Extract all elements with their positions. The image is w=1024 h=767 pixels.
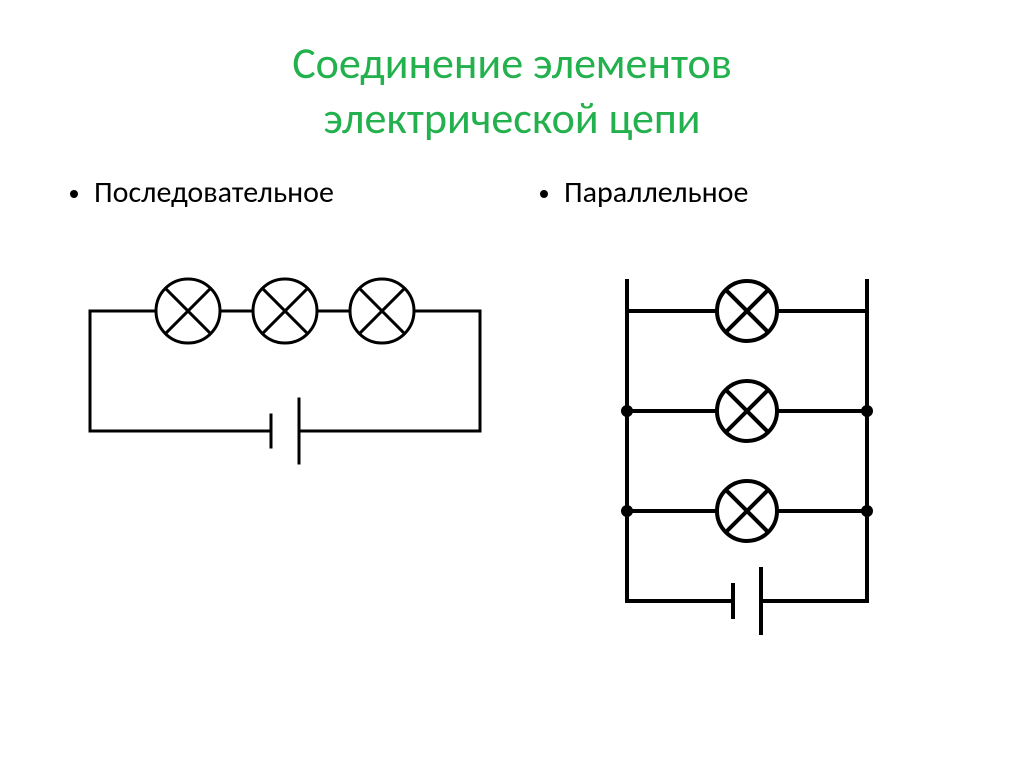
right-column: Параллельное [530,174,964,651]
right-heading-bullet: Параллельное [530,174,964,211]
series-circuit-diagram [60,251,510,481]
title-line-1: Соединение элементов [292,36,732,90]
bullet-dot-icon [70,190,78,198]
parallel-circuit-diagram [587,251,907,651]
title-line-2: электрической цепи [323,91,700,145]
slide: Соединение элементов электрической цепи … [0,0,1024,767]
right-heading-text: Параллельное [564,174,748,211]
left-column: Последовательное [60,174,510,651]
bullet-dot-icon [540,190,548,198]
series-diagram-wrap [60,251,510,481]
left-heading-text: Последовательное [94,174,334,211]
columns: Последовательное Параллельное [60,174,964,651]
page-title: Соединение элементов электрической цепи [60,36,964,146]
parallel-diagram-wrap [530,251,964,651]
left-heading-bullet: Последовательное [60,174,510,211]
